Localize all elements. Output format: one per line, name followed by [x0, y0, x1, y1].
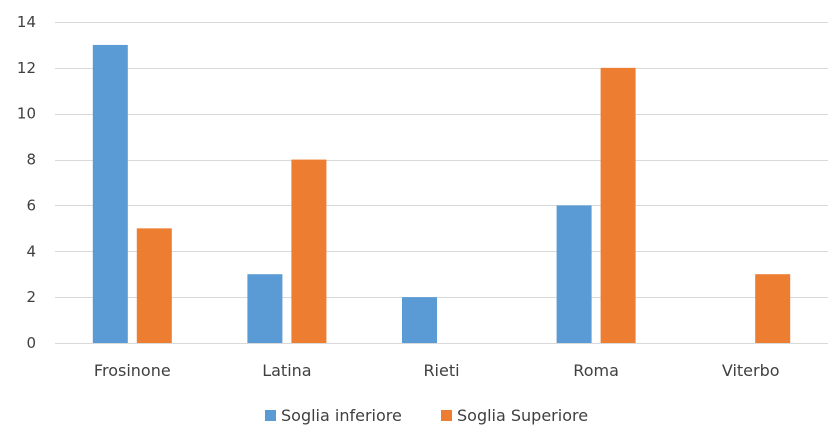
- legend-item: Soglia Superiore: [441, 406, 588, 425]
- bar: [291, 159, 327, 343]
- y-tick-label: 4: [26, 242, 36, 260]
- legend-swatch: [441, 410, 452, 421]
- bar: [402, 297, 437, 343]
- bars: [92, 44, 791, 344]
- bar: [755, 274, 791, 343]
- bar: [136, 228, 172, 343]
- y-tick-label: 6: [26, 196, 36, 214]
- bar: [92, 44, 128, 344]
- x-category-label: Roma: [573, 361, 619, 380]
- bar: [247, 274, 283, 343]
- bar: [600, 67, 636, 343]
- x-axis-category-labels: Frosinone Latina Rieti Roma Viterbo: [94, 361, 780, 380]
- legend-label: Soglia Superiore: [457, 406, 588, 425]
- x-category-label: Frosinone: [94, 361, 171, 380]
- x-category-label: Rieti: [423, 361, 459, 380]
- y-tick-label: 8: [26, 151, 36, 169]
- x-category-label: Latina: [262, 361, 311, 380]
- y-tick-label: 2: [26, 288, 36, 306]
- x-category-label: Viterbo: [722, 361, 780, 380]
- bar: [556, 205, 592, 343]
- legend: Soglia inferiore Soglia Superiore: [265, 406, 588, 425]
- legend-swatch: [265, 410, 276, 421]
- legend-item: Soglia inferiore: [265, 406, 402, 425]
- gridlines: [55, 22, 828, 344]
- y-tick-label: 10: [17, 105, 36, 123]
- y-tick-label: 0: [26, 334, 36, 352]
- y-axis-tick-labels: 0 2 4 6 8 10 12 14: [17, 13, 36, 352]
- y-tick-label: 12: [17, 59, 36, 77]
- legend-label: Soglia inferiore: [281, 406, 402, 425]
- y-tick-label: 14: [17, 13, 36, 31]
